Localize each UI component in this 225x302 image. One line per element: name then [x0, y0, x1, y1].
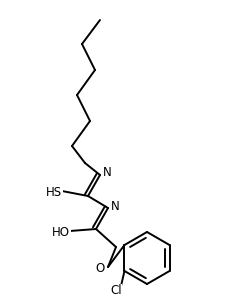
Text: HO: HO	[52, 226, 70, 239]
Text: Cl: Cl	[110, 284, 122, 297]
Text: N: N	[103, 166, 111, 179]
Text: O: O	[95, 262, 105, 275]
Text: HS: HS	[46, 185, 62, 198]
Text: N: N	[111, 200, 119, 213]
